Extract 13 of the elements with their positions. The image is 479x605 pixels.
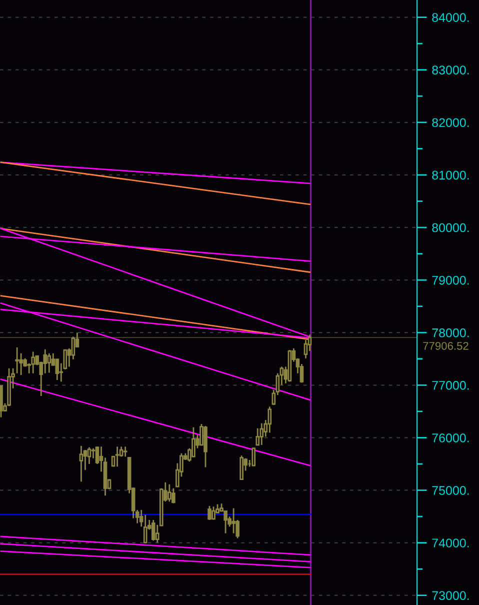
- y-tick-label: 82000.: [432, 118, 469, 128]
- y-tick-label: 78000.: [432, 328, 469, 338]
- y-tick-label: 77000.: [432, 380, 469, 390]
- y-tick-label: 74000.: [432, 538, 469, 548]
- y-tick-label: 76000.: [432, 433, 469, 442]
- y-tick-label: 83000.: [432, 66, 469, 74]
- y-tick-label: 73000.: [432, 591, 469, 600]
- ref-line-label: 77906.52: [423, 342, 468, 350]
- y-tick-label: 81000.: [432, 170, 469, 180]
- y-tick-label: 84000.: [432, 13, 469, 22]
- y-tick-label: 80000.: [432, 223, 469, 232]
- y-tick-label: 75000.: [432, 486, 469, 495]
- y-tick-label: 79000.: [432, 276, 469, 285]
